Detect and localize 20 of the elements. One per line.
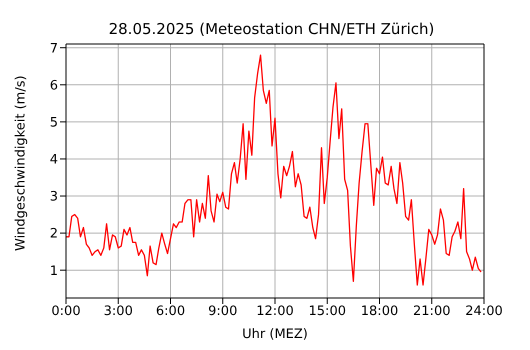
x-tick-label: 9:00 — [208, 304, 238, 320]
y-tick-label: 5 — [50, 115, 58, 130]
x-axis-title: Uhr (MEZ) — [242, 327, 308, 342]
line-series — [66, 54, 482, 286]
x-tick-label: 0:00 — [51, 304, 81, 320]
y-tick-label: 6 — [50, 78, 58, 94]
x-tick-label: 18:00 — [360, 304, 398, 320]
y-tick-label: 2 — [50, 226, 58, 242]
x-tick-label: 12:00 — [256, 304, 294, 320]
y-tick-label: 1 — [50, 264, 58, 279]
x-tick-label: 3:00 — [104, 304, 133, 320]
x-tick-label: 21:00 — [413, 304, 450, 320]
y-tick-label: 3 — [50, 190, 58, 205]
x-tick-label: 24:00 — [465, 304, 503, 320]
x-tick-label: 15:00 — [308, 304, 346, 320]
y-tick-label: 4 — [50, 152, 58, 168]
chart-title: 28.05.2025 (Meteostation CHN/ETH Zürich) — [108, 20, 436, 38]
y-tick-label: 7 — [50, 41, 58, 56]
y-axis-title: Windgeschwindigkeit (m/s) — [14, 75, 29, 251]
x-tick-label: 6:00 — [156, 304, 186, 320]
